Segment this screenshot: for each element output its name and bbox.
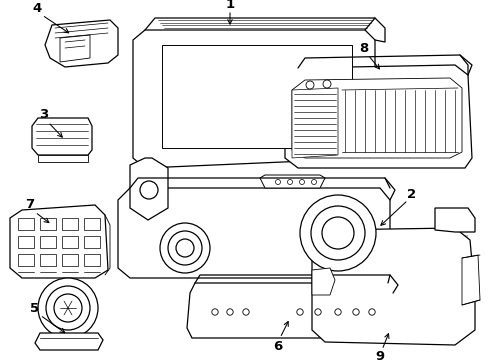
Polygon shape: [62, 218, 78, 230]
Polygon shape: [18, 218, 34, 230]
Circle shape: [369, 309, 375, 315]
Circle shape: [168, 231, 202, 265]
Polygon shape: [130, 158, 168, 220]
Polygon shape: [32, 118, 92, 155]
Circle shape: [322, 217, 354, 249]
Polygon shape: [187, 283, 393, 338]
Text: 7: 7: [25, 198, 35, 211]
Circle shape: [300, 195, 376, 271]
Polygon shape: [435, 208, 475, 232]
Polygon shape: [62, 254, 78, 266]
Polygon shape: [60, 35, 90, 62]
Polygon shape: [40, 254, 56, 266]
Text: 8: 8: [359, 41, 368, 54]
Circle shape: [54, 294, 82, 322]
Polygon shape: [62, 236, 78, 248]
Polygon shape: [38, 155, 88, 162]
Polygon shape: [312, 228, 475, 345]
Circle shape: [46, 286, 90, 330]
Circle shape: [288, 180, 293, 184]
Polygon shape: [312, 268, 335, 295]
Circle shape: [227, 309, 233, 315]
Polygon shape: [84, 254, 100, 266]
Circle shape: [353, 309, 359, 315]
Text: 6: 6: [273, 339, 283, 352]
Polygon shape: [118, 188, 390, 278]
Circle shape: [311, 206, 365, 260]
Text: 3: 3: [39, 108, 49, 122]
Polygon shape: [260, 175, 325, 188]
Circle shape: [275, 180, 280, 184]
Text: 4: 4: [32, 3, 42, 15]
Text: 2: 2: [408, 188, 416, 201]
Circle shape: [140, 181, 158, 199]
Polygon shape: [35, 333, 103, 350]
Polygon shape: [40, 236, 56, 248]
Polygon shape: [133, 30, 375, 168]
Polygon shape: [40, 218, 56, 230]
Circle shape: [160, 223, 210, 273]
Polygon shape: [84, 236, 100, 248]
Polygon shape: [84, 218, 100, 230]
Circle shape: [176, 239, 194, 257]
Polygon shape: [18, 254, 34, 266]
Circle shape: [299, 180, 304, 184]
Circle shape: [323, 80, 331, 88]
Polygon shape: [10, 205, 108, 278]
Text: 9: 9: [375, 351, 385, 360]
Circle shape: [243, 309, 249, 315]
Polygon shape: [462, 255, 480, 305]
Circle shape: [297, 309, 303, 315]
Circle shape: [212, 309, 218, 315]
Polygon shape: [45, 20, 118, 67]
Circle shape: [312, 180, 317, 184]
Text: 5: 5: [30, 302, 40, 315]
Circle shape: [38, 278, 98, 338]
Text: 1: 1: [225, 0, 235, 10]
Circle shape: [306, 81, 314, 89]
Polygon shape: [292, 78, 462, 158]
Polygon shape: [292, 88, 338, 158]
Polygon shape: [285, 65, 472, 168]
Polygon shape: [18, 236, 34, 248]
Circle shape: [315, 309, 321, 315]
Polygon shape: [162, 45, 352, 148]
Circle shape: [335, 309, 341, 315]
